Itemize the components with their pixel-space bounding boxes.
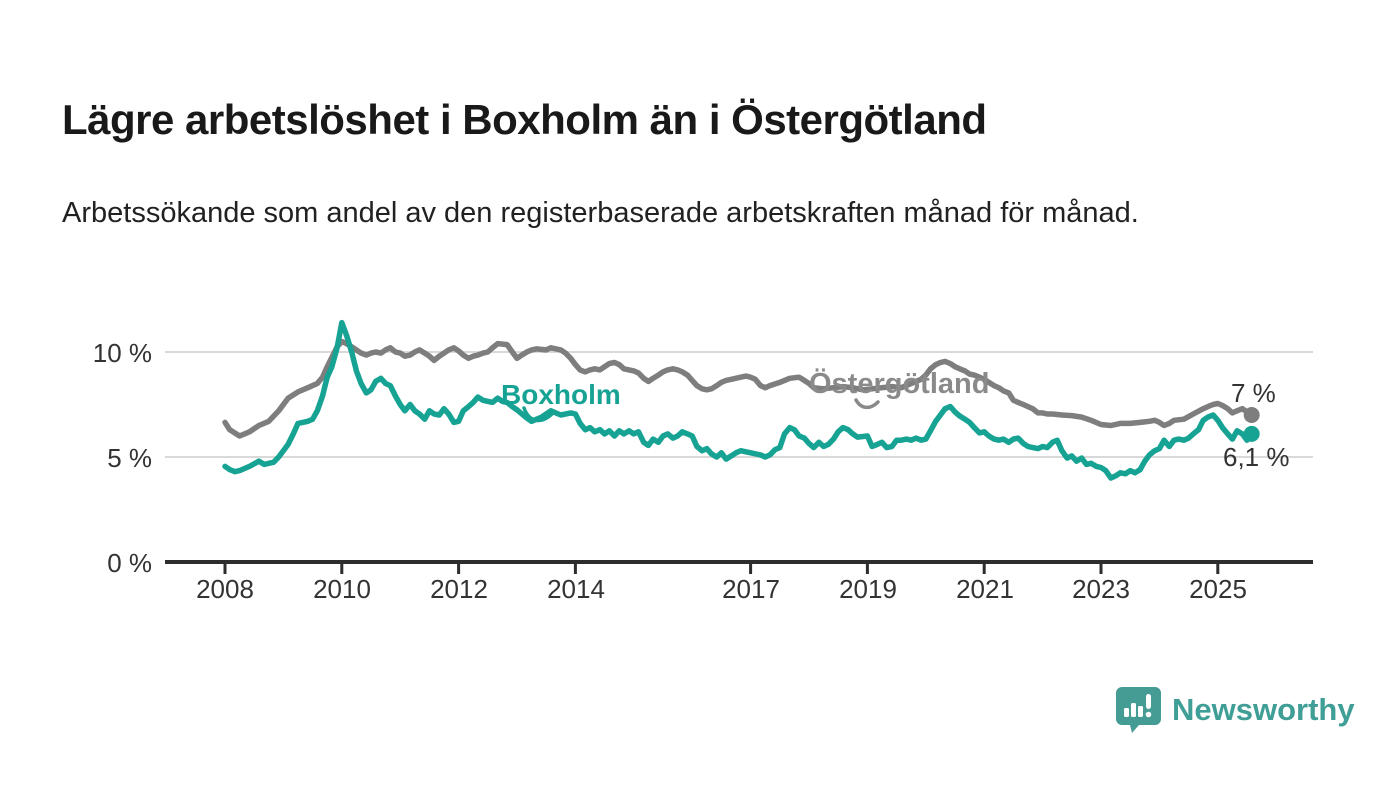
end-value-label-boxholm: 6,1 % bbox=[1223, 442, 1290, 472]
newsworthy-logo-icon bbox=[1116, 687, 1161, 733]
y-tick-label-0: 0 % bbox=[107, 548, 152, 578]
chart-title: Lägre arbetslöshet i Boxholm än i Österg… bbox=[62, 96, 987, 144]
series-end-dot-boxholm bbox=[1243, 425, 1260, 442]
series-end-dot-östergötland bbox=[1243, 407, 1260, 423]
end-value-label-ostergotland: 7 % bbox=[1231, 378, 1276, 408]
x-tick-label-2014: 2014 bbox=[547, 574, 605, 604]
x-tick-label-2017: 2017 bbox=[722, 574, 780, 604]
series-line-boxholm bbox=[222, 319, 1255, 481]
x-tick-label-2008: 2008 bbox=[196, 574, 254, 604]
x-tick-label-2019: 2019 bbox=[839, 574, 897, 604]
x-tick-label-2021: 2021 bbox=[956, 574, 1014, 604]
x-tick-label-2023: 2023 bbox=[1072, 574, 1130, 604]
chart-subtitle: Arbetssökande som andel av den registerb… bbox=[62, 197, 1139, 229]
series-label-ostergotland: Östergötland bbox=[809, 368, 990, 400]
ostergotland-label-arrow bbox=[854, 398, 880, 410]
x-tick-label-2012: 2012 bbox=[430, 574, 488, 604]
y-tick-label-10: 10 % bbox=[92, 338, 152, 368]
x-tick-label-2025: 2025 bbox=[1189, 574, 1247, 604]
boxholm-label-arrow bbox=[522, 406, 555, 423]
series-line-östergötland bbox=[222, 338, 1255, 439]
newsworthy-logo: Newsworthy bbox=[1115, 686, 1355, 733]
x-tick-label-2010: 2010 bbox=[313, 574, 371, 604]
series-label-boxholm: Boxholm bbox=[501, 379, 621, 410]
newsworthy-logo-text: Newsworthy bbox=[1172, 691, 1355, 727]
y-tick-label-5: 5 % bbox=[107, 443, 152, 473]
